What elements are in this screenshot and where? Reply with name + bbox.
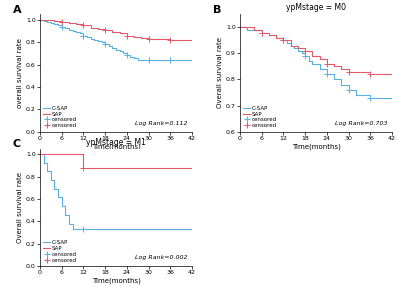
Y-axis label: Overall survival rate: Overall survival rate (217, 37, 223, 108)
Legend: C-SAP, SAP, censored, censored: C-SAP, SAP, censored, censored (243, 105, 277, 129)
Text: Log Rank=0.112: Log Rank=0.112 (135, 121, 188, 126)
Point (258, 30, 265, 35)
Point (145, 37, 152, 41)
Point (345, 69, 352, 74)
Point (80, 165, 87, 170)
Point (102, 28, 108, 32)
Point (124, 52, 130, 57)
Legend: C-SAP, SAP, censored, censored: C-SAP, SAP, censored, censored (43, 105, 77, 129)
Point (324, 72, 330, 77)
Point (367, 96, 374, 100)
Text: A: A (13, 5, 21, 15)
X-axis label: Time(months): Time(months) (292, 144, 340, 150)
Point (280, 38, 287, 43)
Y-axis label: Overall survival rate: Overall survival rate (17, 172, 23, 243)
Point (58, 24, 65, 29)
Point (258, 30, 265, 35)
Title: ypMstage = M0: ypMstage = M0 (286, 3, 346, 12)
Point (58, 20, 65, 24)
Point (345, 88, 352, 92)
X-axis label: Time(months): Time(months) (92, 144, 140, 150)
Text: Log Rank=0.703: Log Rank=0.703 (335, 121, 388, 126)
Point (367, 72, 374, 77)
Point (280, 38, 287, 43)
Text: Log Rank=0.002: Log Rank=0.002 (135, 255, 188, 260)
Text: C: C (13, 139, 21, 149)
Point (80, 23, 87, 28)
Point (324, 61, 330, 66)
Title: ypMstage = M1: ypMstage = M1 (86, 138, 146, 146)
Point (302, 49, 308, 53)
Point (167, 38, 174, 42)
Point (124, 33, 130, 38)
Point (80, 227, 87, 231)
Point (80, 33, 87, 38)
Legend: C-SAP, SAP, censored, censored: C-SAP, SAP, censored, censored (43, 240, 77, 263)
X-axis label: Time(months): Time(months) (92, 278, 140, 284)
Text: B: B (213, 5, 221, 15)
Point (167, 58, 174, 62)
Y-axis label: overall survival rate: overall survival rate (17, 38, 23, 108)
Point (302, 54, 308, 58)
Point (102, 42, 108, 47)
Point (145, 58, 152, 62)
